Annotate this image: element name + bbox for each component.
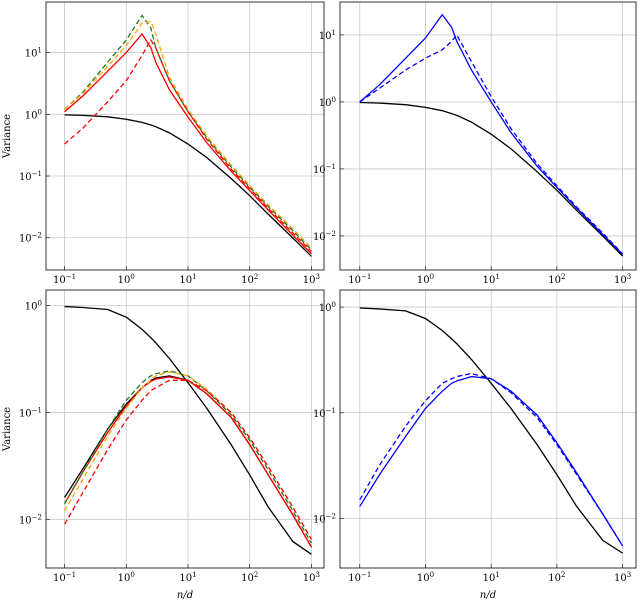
plot-frame	[45, 1, 325, 271]
series-line	[359, 375, 624, 547]
x-tick-label: 103	[614, 571, 631, 584]
y-axis-label: Variance	[2, 114, 13, 159]
series-line	[64, 305, 312, 555]
y-tick-label: 100	[319, 96, 336, 109]
x-tick-label: 101	[483, 571, 500, 584]
y-tick-label: 10−2	[313, 512, 336, 525]
y-tick-label: 10−1	[313, 163, 336, 176]
x-tick-label: 102	[548, 273, 565, 286]
x-tick-label: 10−1	[53, 273, 76, 286]
series-line	[64, 32, 312, 255]
x-tick-label: 100	[417, 273, 434, 286]
y-tick-label: 10−1	[19, 406, 42, 419]
series-line	[64, 114, 312, 257]
y-tick-label: 100	[25, 108, 42, 121]
y-tick-label: 10−2	[19, 232, 42, 245]
series-line	[359, 13, 624, 255]
y-tick-label: 101	[319, 29, 336, 42]
plot-frame	[339, 1, 637, 271]
plot-frame	[45, 289, 325, 569]
y-tick-label: 101	[25, 47, 42, 60]
x-tick-label: 103	[614, 273, 631, 286]
x-tick-label: 100	[118, 571, 135, 584]
series-line	[64, 20, 312, 249]
y-tick-label: 10−1	[19, 170, 42, 183]
x-axis-label: n/d	[177, 590, 193, 601]
y-tick-label: 10−1	[313, 407, 336, 420]
y-tick-label: 10−2	[19, 513, 42, 526]
x-tick-label: 101	[483, 273, 500, 286]
x-tick-label: 10−1	[53, 571, 76, 584]
series-line	[64, 38, 312, 252]
series-line	[359, 101, 624, 257]
x-tick-label: 100	[417, 571, 434, 584]
plot-frame	[339, 289, 637, 569]
x-tick-label: 102	[548, 571, 565, 584]
series-line	[359, 307, 623, 554]
x-tick-label: 10−1	[348, 571, 371, 584]
y-tick-label: 100	[319, 301, 336, 314]
x-tick-label: 100	[118, 273, 135, 286]
series-line	[359, 372, 624, 547]
x-tick-label: 103	[303, 273, 320, 286]
x-axis-label: n/d	[480, 590, 496, 601]
y-tick-label: 10−2	[313, 230, 336, 243]
series-line	[64, 370, 312, 544]
x-tick-label: 103	[303, 571, 320, 584]
x-tick-label: 102	[241, 273, 258, 286]
series-line	[64, 376, 312, 548]
y-tick-label: 100	[25, 300, 42, 313]
y-axis-label: Variance	[2, 407, 13, 452]
series-line	[64, 379, 312, 540]
x-tick-label: 101	[179, 273, 196, 286]
x-tick-label: 10−1	[348, 273, 371, 286]
x-tick-label: 101	[179, 571, 196, 584]
x-tick-label: 102	[241, 571, 258, 584]
